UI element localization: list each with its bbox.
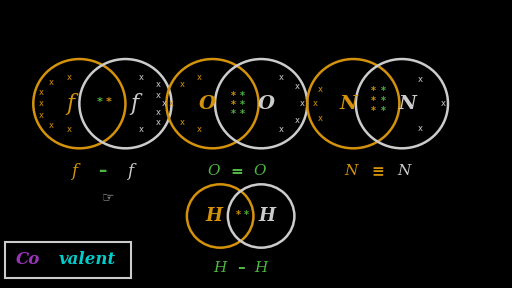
Text: O: O [258, 95, 275, 113]
Text: *: * [231, 100, 236, 110]
Text: –: – [98, 162, 106, 180]
Text: O: O [253, 164, 266, 178]
Text: *: * [240, 92, 244, 101]
Text: x: x [38, 99, 44, 108]
Text: =: = [230, 164, 243, 179]
Text: x: x [67, 125, 72, 134]
Text: O: O [199, 95, 216, 113]
Text: *: * [106, 97, 112, 107]
Text: x: x [179, 118, 184, 127]
Text: H: H [259, 207, 276, 225]
Text: x: x [417, 124, 422, 133]
Text: *: * [381, 86, 386, 96]
Text: x: x [49, 77, 54, 87]
Text: x: x [38, 111, 44, 120]
Text: H: H [205, 207, 223, 225]
Text: x: x [294, 82, 300, 91]
Text: *: * [244, 210, 249, 219]
Text: x: x [179, 80, 184, 90]
Text: x: x [279, 73, 284, 82]
Text: Co: Co [16, 251, 40, 268]
Text: x: x [138, 125, 143, 134]
Text: x: x [279, 125, 284, 134]
Text: x: x [440, 99, 445, 108]
Text: valent: valent [58, 251, 116, 268]
Text: x: x [417, 75, 422, 84]
Text: f: f [127, 163, 134, 180]
Text: *: * [97, 97, 103, 107]
Text: x: x [197, 125, 202, 134]
FancyBboxPatch shape [5, 242, 131, 278]
Text: x: x [156, 80, 161, 90]
Text: ☞: ☞ [101, 190, 114, 204]
Text: N: N [397, 164, 411, 178]
Text: x: x [49, 121, 54, 130]
Text: x: x [300, 99, 305, 108]
Text: f: f [131, 93, 139, 115]
Text: H: H [254, 261, 268, 275]
Text: x: x [156, 90, 161, 100]
Text: x: x [67, 73, 72, 82]
Text: *: * [381, 106, 386, 116]
Text: x: x [294, 116, 300, 126]
Text: N: N [339, 95, 357, 113]
Text: x: x [197, 73, 202, 82]
Text: *: * [240, 100, 244, 110]
Text: f: f [71, 163, 77, 180]
Text: N: N [344, 164, 358, 178]
Text: x: x [156, 118, 161, 127]
Text: *: * [236, 210, 241, 219]
Text: *: * [381, 96, 386, 106]
Text: N: N [398, 95, 416, 113]
Text: *: * [371, 106, 376, 116]
Text: ≡: ≡ [371, 164, 384, 179]
Text: f: f [66, 93, 74, 115]
Text: H: H [214, 261, 227, 275]
Text: x: x [312, 99, 317, 108]
Text: x: x [156, 108, 161, 117]
Text: x: x [38, 88, 44, 97]
Text: *: * [371, 86, 376, 96]
Text: O: O [207, 164, 220, 178]
Text: x: x [317, 85, 323, 94]
Text: –: – [237, 260, 245, 275]
Text: x: x [161, 99, 166, 108]
Text: x: x [169, 99, 174, 108]
Text: *: * [231, 109, 236, 119]
Text: x: x [138, 73, 143, 82]
Text: *: * [231, 92, 236, 101]
Text: *: * [371, 96, 376, 106]
Text: x: x [317, 113, 323, 123]
Text: *: * [240, 109, 244, 119]
